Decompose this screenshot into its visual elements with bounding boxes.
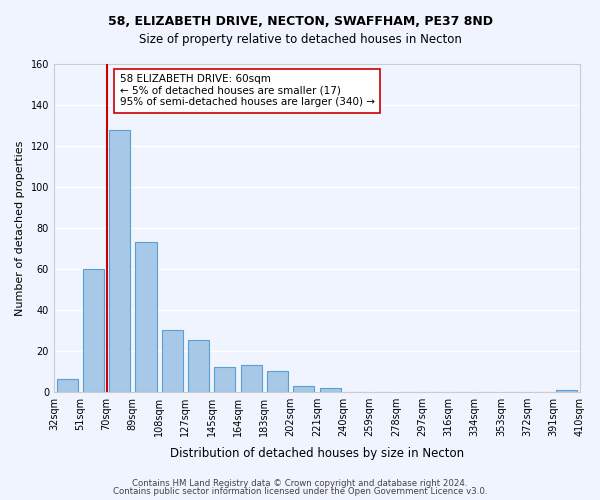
Bar	[267, 371, 288, 392]
Bar	[162, 330, 183, 392]
Text: Contains public sector information licensed under the Open Government Licence v3: Contains public sector information licen…	[113, 487, 487, 496]
Bar	[241, 365, 262, 392]
Bar	[320, 388, 341, 392]
Bar	[56, 380, 77, 392]
Text: 58, ELIZABETH DRIVE, NECTON, SWAFFHAM, PE37 8ND: 58, ELIZABETH DRIVE, NECTON, SWAFFHAM, P…	[107, 15, 493, 28]
Bar	[188, 340, 209, 392]
Text: Contains HM Land Registry data © Crown copyright and database right 2024.: Contains HM Land Registry data © Crown c…	[132, 478, 468, 488]
Y-axis label: Number of detached properties: Number of detached properties	[15, 140, 25, 316]
X-axis label: Distribution of detached houses by size in Necton: Distribution of detached houses by size …	[170, 447, 464, 460]
Bar	[293, 386, 314, 392]
Bar	[136, 242, 157, 392]
Text: Size of property relative to detached houses in Necton: Size of property relative to detached ho…	[139, 32, 461, 46]
Bar	[556, 390, 577, 392]
Bar	[109, 130, 130, 392]
Bar	[83, 269, 104, 392]
Bar	[214, 367, 235, 392]
Text: 58 ELIZABETH DRIVE: 60sqm
← 5% of detached houses are smaller (17)
95% of semi-d: 58 ELIZABETH DRIVE: 60sqm ← 5% of detach…	[119, 74, 374, 108]
